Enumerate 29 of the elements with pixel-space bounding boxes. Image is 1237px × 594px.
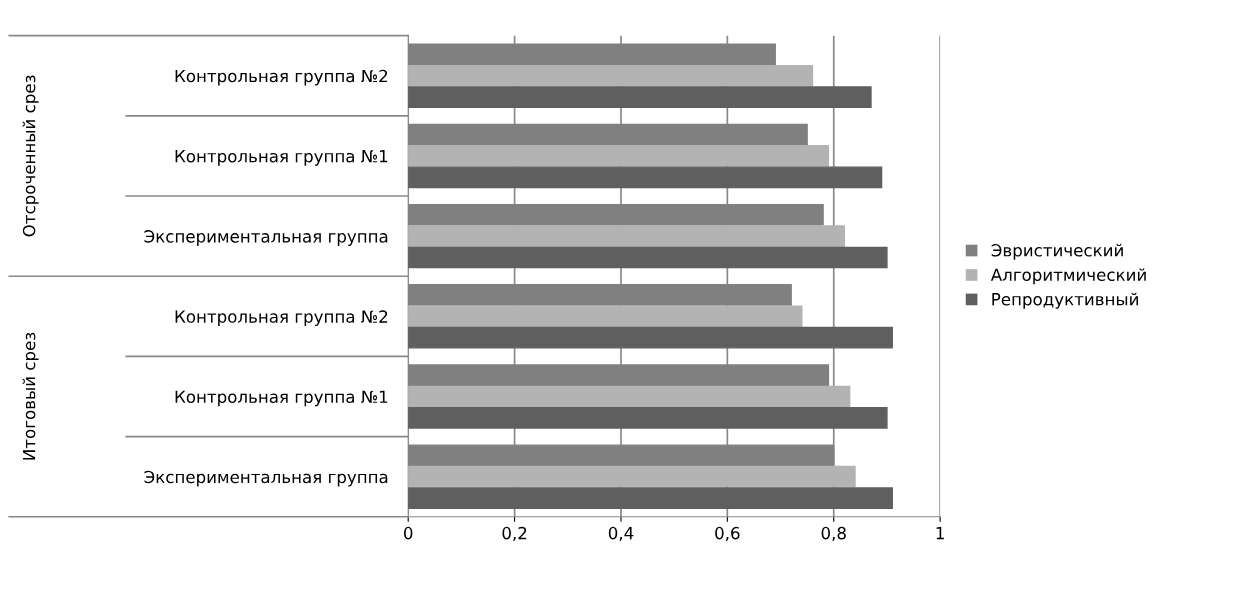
x-tick-label: 0,2 xyxy=(502,526,527,542)
y-tick-label: Контрольная группа №2 xyxy=(175,310,388,327)
legend-label: Алгоритмический xyxy=(990,268,1146,285)
bar xyxy=(408,145,830,167)
x-tick-label: 0,6 xyxy=(715,526,740,542)
bar xyxy=(408,465,856,488)
legend-label: Репродуктивный xyxy=(992,292,1138,309)
text: Итоговый срез xyxy=(22,332,39,460)
y-tick-label: Контрольная группа №1 xyxy=(175,150,388,166)
legend-label: Эвристический xyxy=(991,243,1123,260)
y-tick-label: Контрольная группа №1 xyxy=(175,390,388,407)
y-tick-label: Контрольная группа №2 xyxy=(175,69,388,86)
x-tick-label: 0 xyxy=(404,526,413,540)
y-tick-label: Экспериментальная группа xyxy=(144,470,388,487)
x-tick-label: 0,4 xyxy=(608,526,634,542)
bar xyxy=(408,487,893,509)
bar xyxy=(408,385,851,408)
bar xyxy=(408,326,893,349)
bar xyxy=(408,305,803,328)
bar xyxy=(408,86,872,108)
bar xyxy=(408,225,846,247)
bar xyxy=(408,407,888,429)
bar xyxy=(408,246,888,269)
text: Отсроченный срез xyxy=(22,75,39,237)
y-tick-label: Экспериментальная группа xyxy=(144,230,388,246)
x-tick-label: 0,8 xyxy=(821,526,846,542)
bar xyxy=(408,64,814,87)
bar xyxy=(408,166,883,189)
x-tick-label: 1 xyxy=(936,527,944,540)
